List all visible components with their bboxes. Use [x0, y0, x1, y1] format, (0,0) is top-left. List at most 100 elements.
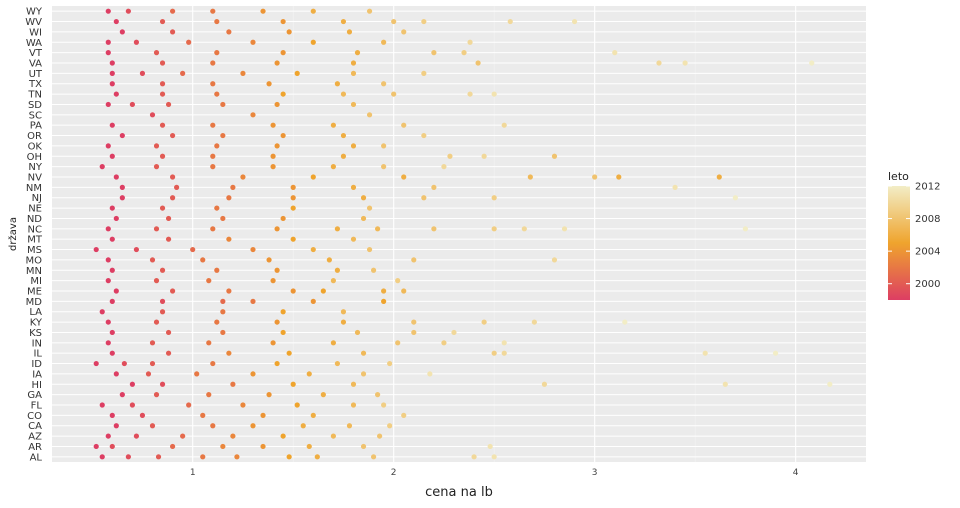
data-point [174, 184, 180, 190]
data-point [109, 267, 115, 273]
data-point [411, 257, 417, 263]
data-point [220, 298, 226, 304]
data-point [360, 195, 367, 201]
data-point [274, 143, 280, 149]
data-point [119, 392, 125, 398]
data-point [274, 60, 280, 66]
y-tick-label: MD [26, 297, 43, 308]
data-point [129, 101, 135, 108]
data-point [350, 70, 357, 76]
data-point [350, 236, 357, 242]
data-point [320, 288, 326, 294]
data-point [350, 101, 357, 108]
data-point [350, 143, 357, 149]
data-point [732, 195, 738, 201]
data-point [447, 153, 453, 159]
data-point [109, 236, 115, 242]
data-point [354, 329, 361, 336]
data-point [467, 39, 473, 45]
data-point [330, 433, 336, 439]
data-point [481, 319, 487, 325]
data-point [230, 433, 236, 439]
data-point [105, 433, 111, 439]
data-point [330, 122, 336, 128]
data-point [280, 329, 286, 336]
x-axis-title: cena na lb [425, 485, 493, 500]
data-point [113, 174, 119, 180]
y-tick-label: KS [29, 328, 42, 339]
data-point [99, 402, 105, 408]
y-tick-label: WV [25, 17, 42, 28]
y-tick-label: WI [29, 27, 42, 38]
data-point [270, 278, 276, 284]
data-point [159, 122, 166, 128]
y-tick-label: OK [28, 141, 43, 152]
data-point [133, 246, 140, 253]
data-point [481, 153, 487, 159]
data-point [381, 402, 387, 408]
data-point [226, 288, 232, 294]
data-point [451, 329, 457, 336]
data-point [672, 184, 678, 190]
data-point [169, 443, 176, 450]
y-tick-label: NY [28, 162, 42, 173]
data-point [334, 267, 341, 273]
data-point [541, 381, 548, 387]
data-point [109, 298, 115, 304]
data-point [411, 319, 417, 325]
data-point [129, 402, 135, 408]
data-point [220, 101, 226, 108]
y-tick-label: NV [28, 173, 42, 184]
data-point [220, 132, 226, 139]
data-point [169, 288, 176, 294]
data-point [366, 8, 373, 14]
data-point [471, 454, 477, 460]
data-point [551, 257, 558, 263]
y-tick-label: MS [27, 245, 42, 256]
y-tick-label: MI [30, 276, 42, 287]
data-point [340, 309, 347, 315]
data-point [274, 226, 280, 232]
data-point [169, 132, 176, 139]
y-tick-label: MO [26, 255, 43, 266]
y-tick-label: NM [26, 183, 42, 194]
data-point [280, 132, 286, 139]
data-point [350, 60, 357, 66]
data-point [105, 50, 111, 56]
data-point [360, 350, 367, 356]
data-point [214, 18, 220, 25]
data-point [501, 340, 507, 346]
data-point [491, 454, 497, 460]
data-points [93, 8, 833, 460]
data-point [401, 288, 407, 294]
data-point [274, 101, 280, 108]
data-point [306, 371, 312, 377]
y-axis-title: država [7, 217, 19, 251]
data-point [391, 91, 397, 97]
data-point [240, 402, 246, 408]
data-point [214, 91, 220, 97]
y-tick-label: ND [27, 214, 42, 225]
data-point [234, 454, 240, 460]
x-tick-labels: 1 2 3 4 [190, 468, 799, 478]
legend-title: leto [888, 170, 909, 183]
legend-tick-label: 2004 [915, 247, 940, 258]
data-point [99, 454, 105, 460]
data-point [377, 433, 383, 439]
data-point [290, 236, 296, 242]
data-point [487, 443, 493, 450]
data-point [290, 288, 296, 294]
data-point [326, 257, 332, 263]
y-tick-label: SD [28, 100, 42, 111]
data-point [250, 371, 256, 377]
data-point [300, 423, 306, 429]
data-point [206, 340, 212, 346]
data-point [421, 70, 427, 76]
data-point [220, 309, 226, 315]
data-point [270, 164, 276, 170]
data-point [105, 226, 111, 232]
data-point [109, 350, 115, 356]
data-point [280, 91, 286, 97]
data-point [280, 50, 286, 56]
data-point [159, 18, 166, 25]
